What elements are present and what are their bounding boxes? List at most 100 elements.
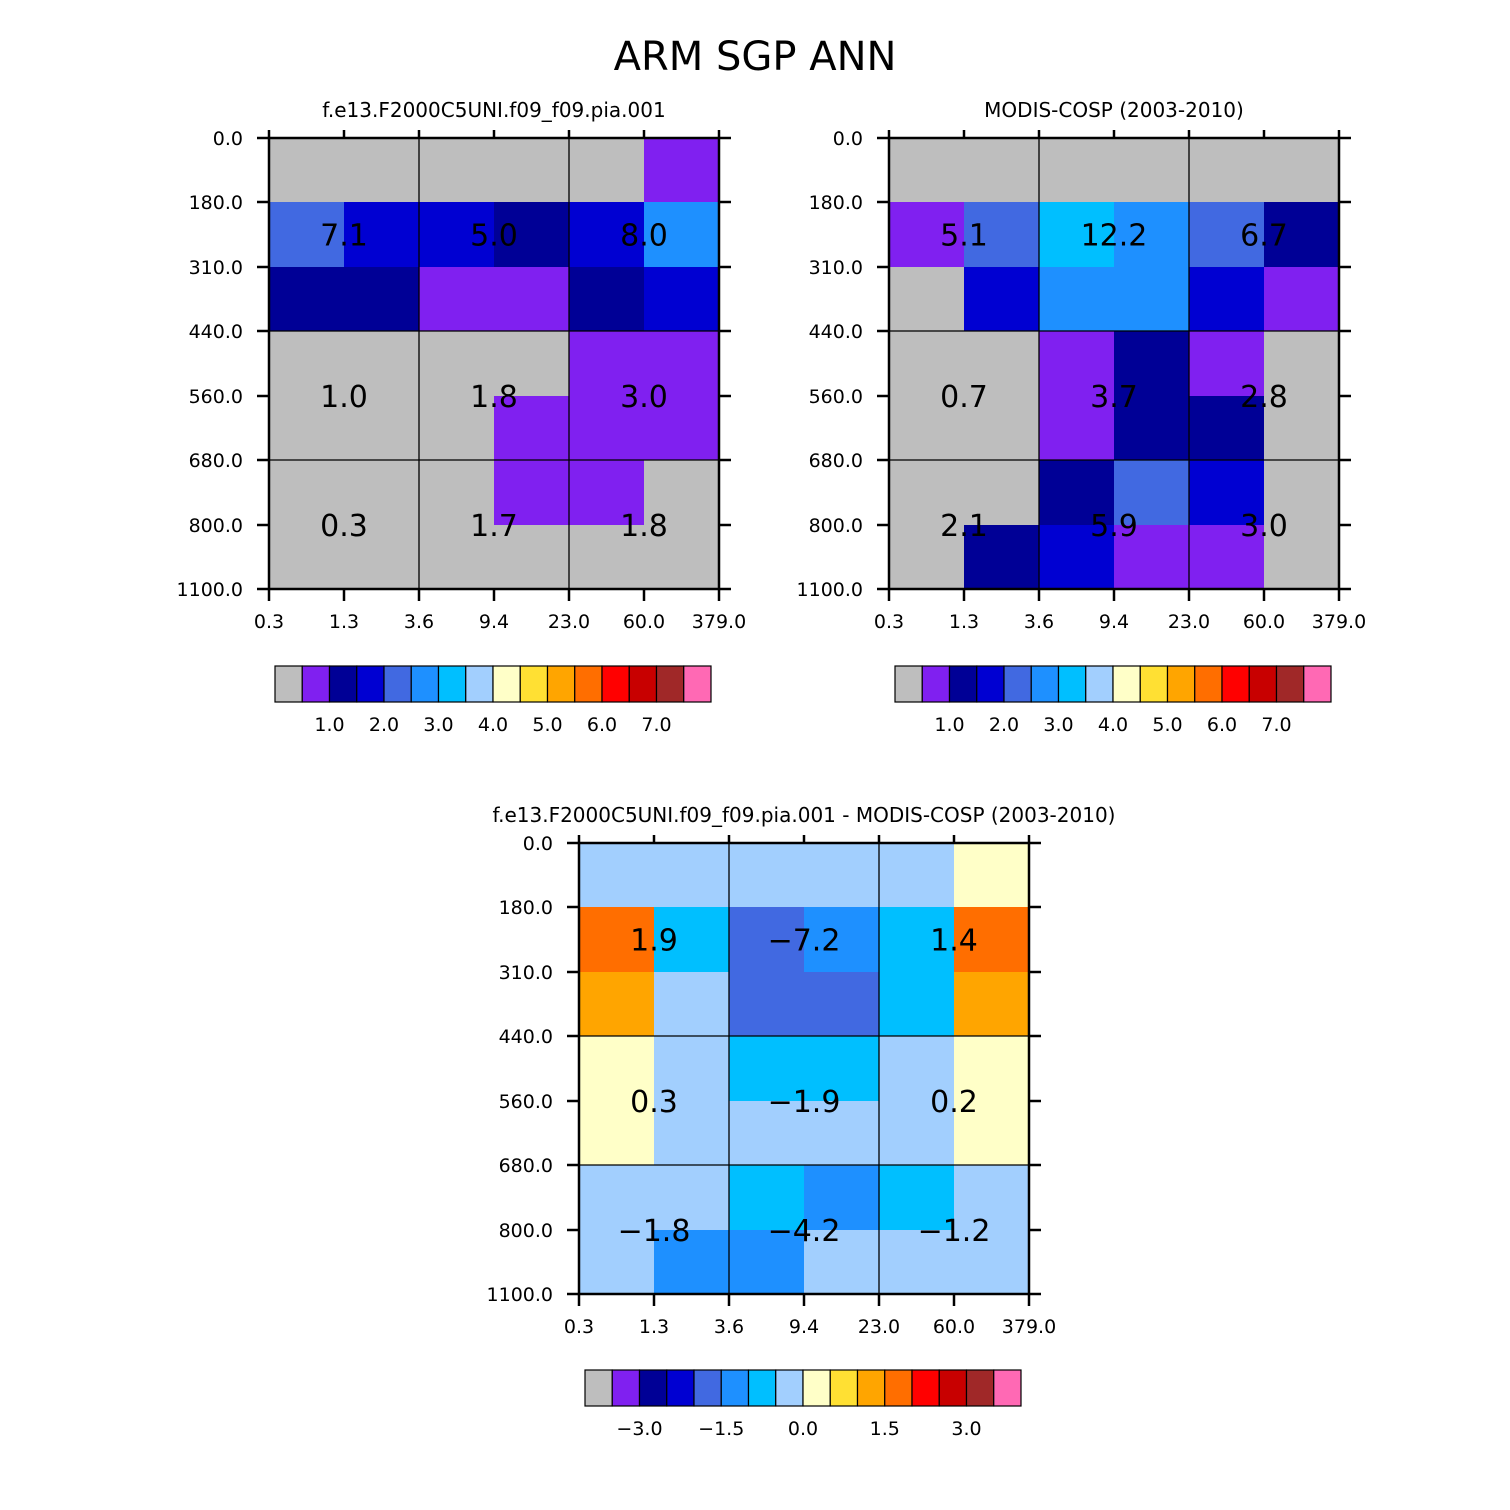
heatmap-cell	[804, 907, 880, 973]
colorbar-swatch	[611, 1369, 641, 1407]
colorbar-swatch	[1112, 665, 1141, 703]
heatmap-cell	[954, 972, 1030, 1037]
heatmap-cell	[569, 396, 645, 461]
colorbar-label: 7.0	[641, 714, 671, 736]
heatmap-cell	[344, 267, 420, 332]
heatmap-cell	[269, 396, 345, 461]
heatmap-cell	[494, 331, 570, 397]
colorbar-swatch	[1030, 665, 1060, 703]
heatmap-cell	[804, 843, 880, 908]
x-tick-label: 379.0	[692, 611, 746, 633]
heatmap-cell	[804, 1230, 880, 1295]
heatmap-cell	[889, 331, 965, 397]
heatmap-cell	[1264, 202, 1340, 268]
heatmap-cell	[494, 202, 570, 268]
heatmap-cell	[1114, 138, 1190, 203]
y-tick-label: 800.0	[809, 515, 863, 537]
heatmap-cell	[1189, 138, 1265, 203]
y-tick-label: 0.0	[213, 128, 243, 150]
colorbar: −3.0 −1.5 0.0 1.5 3.0	[584, 1369, 1022, 1440]
box-value-label: 0.3	[630, 1085, 678, 1120]
heatmap-cell	[729, 972, 805, 1037]
heatmap-cell	[494, 396, 570, 461]
heatmap-cell	[419, 525, 495, 590]
heatmap-cell	[1114, 202, 1190, 268]
heatmap-cell	[569, 138, 645, 203]
colorbar-label: −3.0	[616, 1418, 662, 1440]
heatmap-cell	[344, 331, 420, 397]
colorbar-swatch	[1275, 665, 1305, 703]
colorbar-swatch	[492, 665, 521, 703]
heatmap-cell	[804, 1036, 880, 1102]
x-tick-label: 0.3	[254, 611, 284, 633]
colorbar-swatch	[356, 665, 385, 703]
heatmap-cell	[644, 138, 720, 203]
y-tick-label: 800.0	[499, 1220, 553, 1242]
colorbar-swatch	[829, 1369, 859, 1407]
heatmap-cell	[964, 202, 1040, 268]
panel-title: f.e13.F2000C5UNI.f09_f09.pia.001 - MODIS…	[493, 803, 1116, 827]
colorbar: 1.0 2.0 3.0 4.0 5.0 6.0 7.0	[274, 665, 712, 736]
heatmap-cell	[419, 396, 495, 461]
x-tick-label: 0.3	[564, 1316, 594, 1338]
colorbar-swatch	[693, 1369, 722, 1407]
colorbar-swatch	[965, 1369, 995, 1407]
heatmap-cell	[269, 267, 345, 332]
heatmap-cell	[569, 202, 645, 268]
box-value-label: 1.8	[620, 509, 668, 544]
x-tick-label: 23.0	[548, 611, 590, 633]
colorbar-swatch	[655, 665, 685, 703]
y-tick-label: 800.0	[189, 515, 243, 537]
heatmap-cell	[954, 1101, 1030, 1166]
heatmap-cell	[1039, 525, 1115, 590]
heatmap-cell	[879, 972, 955, 1037]
heatmap-cell	[1114, 331, 1190, 397]
heatmap-cell	[729, 843, 805, 908]
y-tick-label: 440.0	[189, 321, 243, 343]
heatmap-cell	[1039, 460, 1115, 526]
heatmap-cell	[1189, 331, 1265, 397]
colorbar-swatch	[1303, 665, 1332, 703]
colorbar-label: 5.0	[532, 714, 562, 736]
heatmap-cell	[879, 1101, 955, 1166]
heatmap-cell	[579, 1165, 655, 1231]
colorbar-swatch	[1166, 665, 1196, 703]
x-tick-label: 60.0	[1243, 611, 1285, 633]
box-value-label: 1.0	[320, 380, 368, 415]
heatmap-cell	[889, 460, 965, 526]
y-tick-label: 180.0	[189, 192, 243, 214]
heatmap-cell	[654, 843, 730, 908]
heatmap-cell	[889, 138, 965, 203]
heatmap-cell	[1039, 138, 1115, 203]
heatmap-cell	[569, 267, 645, 332]
heatmap-cell	[494, 138, 570, 203]
x-tick-label: 379.0	[1312, 611, 1366, 633]
colorbar-swatch	[328, 665, 358, 703]
heatmap-cell	[569, 525, 645, 590]
colorbar-swatch	[938, 1369, 968, 1407]
heatmap-cell	[419, 460, 495, 526]
heatmap-cell	[644, 331, 720, 397]
y-tick-label: 680.0	[499, 1155, 553, 1177]
colorbar-swatch	[301, 665, 331, 703]
heatmap-cell	[494, 267, 570, 332]
y-tick-label: 560.0	[809, 386, 863, 408]
colorbar-label: 7.0	[1261, 714, 1291, 736]
heatmap-cell	[1189, 396, 1265, 461]
heatmap-cell	[879, 1230, 955, 1295]
x-tick-label: 1.3	[329, 611, 359, 633]
colorbar-swatch	[1003, 665, 1032, 703]
heatmap-cell	[654, 1101, 730, 1166]
heatmap-cell	[579, 843, 655, 908]
x-tick-label: 379.0	[1002, 1316, 1056, 1338]
colorbar-swatch	[802, 1369, 831, 1407]
box-value-label: 1.9	[630, 924, 678, 959]
colorbar-label: 3.0	[951, 1418, 981, 1440]
heatmap-cell	[879, 1036, 955, 1102]
heatmap-cell	[269, 138, 345, 203]
colorbar-swatch	[465, 665, 494, 703]
heatmap-cell	[954, 1036, 1030, 1102]
heatmap-cell	[569, 331, 645, 397]
y-tick-label: 1100.0	[177, 579, 243, 601]
